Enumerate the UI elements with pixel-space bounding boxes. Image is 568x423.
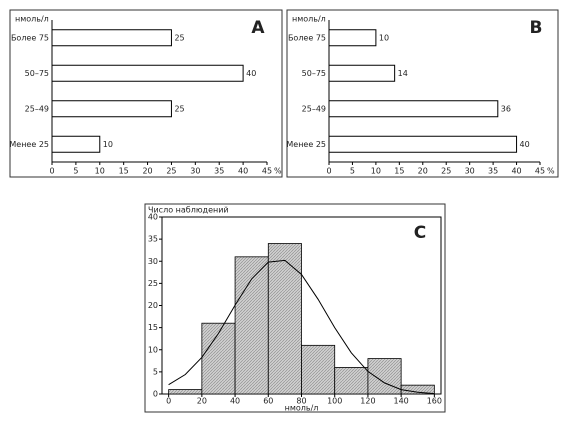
y-tick-label: Менее 25 — [286, 140, 326, 149]
x-tick-label: 40 — [238, 167, 248, 176]
y-axis-label: нмоль/л — [15, 15, 49, 24]
x-tick-label: 25 — [441, 167, 451, 176]
y-axis-label: нмоль/л — [292, 15, 326, 24]
y-tick-label: 5 — [153, 367, 158, 376]
y-tick-label: 20 — [148, 301, 158, 310]
histogram-bar — [301, 344, 336, 395]
y-tick-label: 40 — [148, 213, 158, 222]
x-tick-label: 30 — [190, 167, 200, 176]
x-tick-label: 160 — [427, 397, 442, 406]
bar — [51, 29, 172, 47]
x-tick-label: 120 — [360, 397, 375, 406]
x-tick-label: 20 — [142, 167, 152, 176]
x-tick-label: 45 — [262, 167, 272, 176]
x-unit: % — [274, 167, 282, 176]
y-tick-label: 25–49 — [302, 104, 326, 113]
value-label: 14 — [398, 69, 408, 78]
histogram-bar — [234, 256, 269, 395]
histogram-bar — [267, 243, 302, 395]
x-tick-label: 40 — [230, 397, 240, 406]
x-tick-label: 10 — [371, 167, 381, 176]
histogram-bar — [168, 389, 203, 395]
y-tick-label: 10 — [148, 345, 158, 354]
bar — [51, 64, 244, 82]
y-tick-label: Более 75 — [288, 33, 326, 42]
y-tick-label: Более 75 — [11, 33, 49, 42]
x-axis-label: нмоль/л — [285, 404, 319, 413]
y-tick-label: 15 — [148, 323, 158, 332]
x-tick-label: 10 — [95, 167, 105, 176]
x-tick-label: 20 — [197, 397, 207, 406]
x-tick-label: 0 — [166, 397, 171, 406]
x-tick-label: 30 — [465, 167, 475, 176]
x-tick-label: 25 — [166, 167, 176, 176]
x-tick-label: 80 — [296, 397, 306, 406]
y-tick-label: 30 — [148, 257, 158, 266]
y-tick-label: 25–49 — [25, 104, 49, 113]
x-tick-label: 40 — [511, 167, 521, 176]
value-label: 10 — [379, 33, 389, 42]
value-label: 40 — [246, 69, 256, 78]
value-label: 40 — [520, 140, 530, 149]
histogram-bar — [367, 358, 402, 395]
value-label: 10 — [103, 140, 113, 149]
y-tick-label: 0 — [153, 390, 158, 399]
x-tick-label: 100 — [327, 397, 342, 406]
bar — [328, 135, 518, 153]
y-tick-label: 25 — [148, 279, 158, 288]
x-tick-label: 15 — [394, 167, 404, 176]
bar — [51, 100, 172, 118]
x-tick-label: 140 — [394, 397, 409, 406]
x-tick-label: 35 — [488, 167, 498, 176]
x-tick-label: 20 — [418, 167, 428, 176]
x-tick-label: 5 — [73, 167, 78, 176]
panel-label: C — [414, 223, 426, 243]
x-tick-label: 60 — [263, 397, 273, 406]
y-tick-label: Менее 25 — [9, 140, 49, 149]
x-tick-label: 45 — [535, 167, 545, 176]
fit-curve — [168, 259, 435, 395]
bar — [328, 29, 377, 47]
y-tick-label: 50–75 — [25, 69, 49, 78]
x-tick-label: 5 — [350, 167, 355, 176]
panel-label: B — [530, 18, 543, 38]
value-label: 36 — [501, 104, 511, 113]
y-tick-label: 50–75 — [302, 69, 326, 78]
bar — [328, 64, 396, 82]
bar — [51, 135, 101, 153]
histogram-bar — [334, 367, 369, 395]
value-label: 25 — [174, 104, 184, 113]
x-tick-label: 15 — [119, 167, 129, 176]
y-axis-label: Число наблюдений — [148, 206, 229, 215]
y-tick-label: 35 — [148, 235, 158, 244]
x-tick-label: 0 — [326, 167, 331, 176]
x-tick-label: 0 — [49, 167, 54, 176]
panel-label: A — [251, 18, 265, 38]
x-unit: % — [547, 167, 555, 176]
value-label: 25 — [174, 33, 184, 42]
bar — [328, 100, 499, 118]
x-tick-label: 35 — [214, 167, 224, 176]
